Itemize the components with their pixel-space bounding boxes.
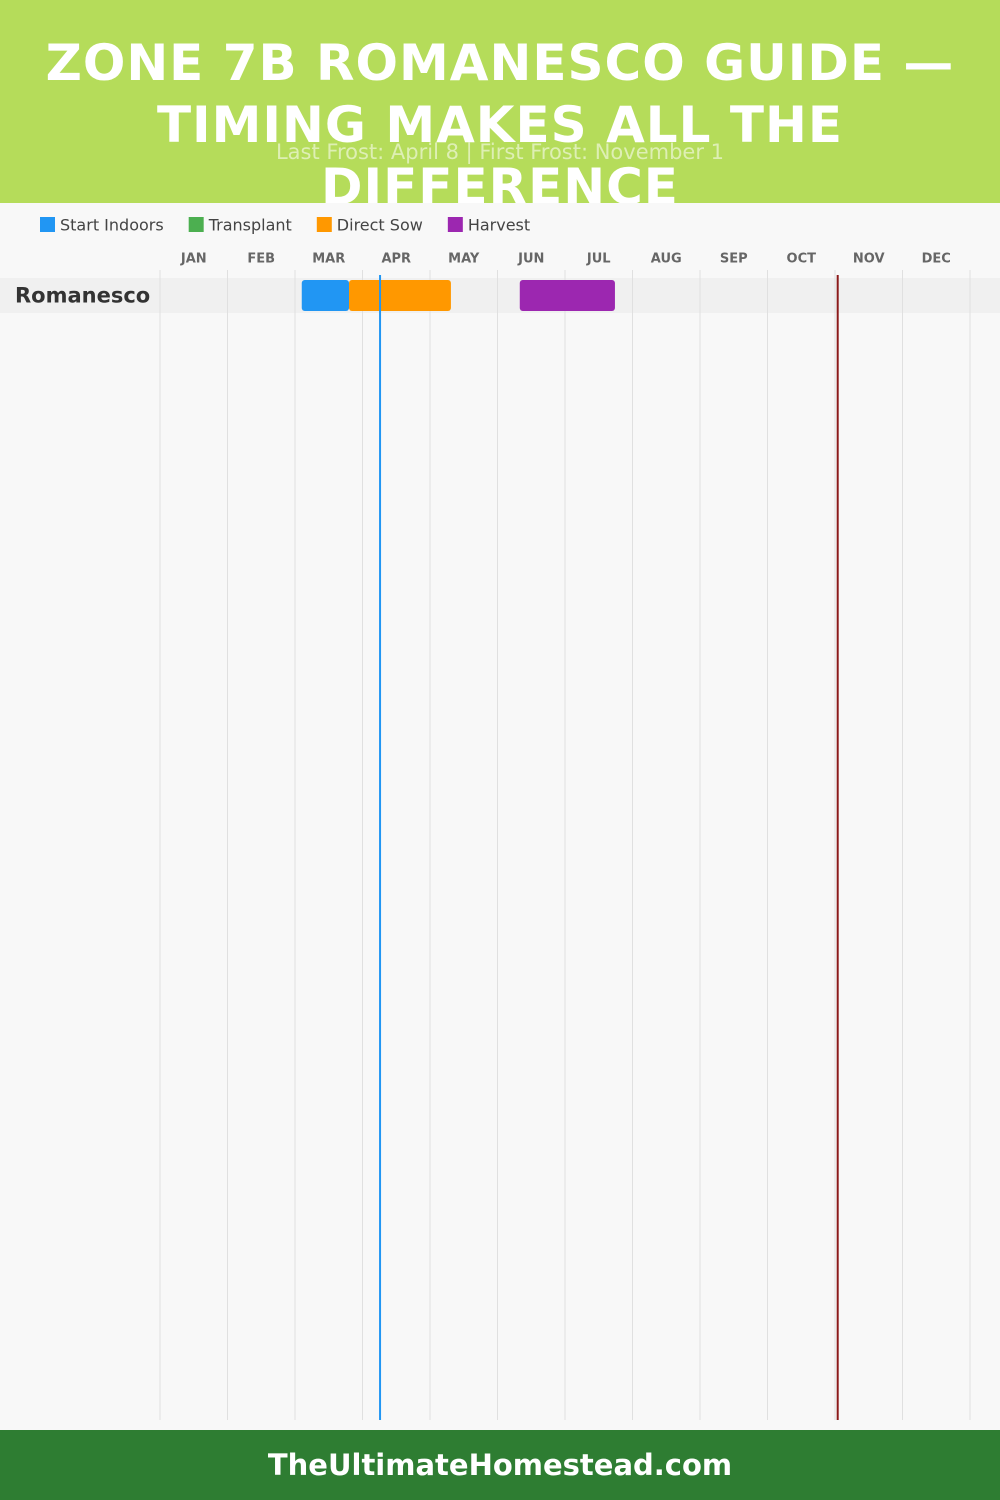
header: ZONE 7B ROMANESCO GUIDE — TIMING MAKES A… [0,0,1000,203]
x-tick-label: AUG [651,252,682,267]
legend-swatch [447,217,463,232]
row-label: Romanesco [15,284,150,308]
chart: Start Indoors Transplant Direct Sow Harvest… [0,215,1000,1420]
x-tick-label: DEC [922,252,951,267]
x-tick-label: MAR [312,252,345,267]
task-bar [519,280,615,311]
legend-swatch [316,217,332,232]
x-tick-label: NOV [853,252,885,267]
x-tick-label: JUN [517,252,544,267]
x-tick-label: JUL [586,252,611,267]
row-band [0,278,1000,313]
legend-swatch [188,217,204,232]
x-tick-label: MAY [448,252,480,267]
task-bar [301,280,349,311]
task-bar [349,280,451,311]
x-tick-label: SEP [720,252,748,267]
x-tick-label: FEB [247,252,275,267]
legend-label: Direct Sow [337,216,423,235]
legend-label: Harvest [468,216,530,235]
legend-label: Transplant [208,216,292,235]
legend-label: Start Indoors [60,216,164,235]
legend-swatch [40,217,55,232]
chart-title: ZONE 7B ROMANESCO GUIDE — TIMING MAKES A… [45,34,955,203]
x-tick-label: JAN [180,252,207,267]
x-tick-label: OCT [787,252,817,267]
footer: TheUltimateHomestead.com [0,1430,1000,1500]
chart-subtitle: Last Frost: April 8 | First Frost: Novem… [275,140,725,164]
x-tick-label: APR [381,252,411,267]
